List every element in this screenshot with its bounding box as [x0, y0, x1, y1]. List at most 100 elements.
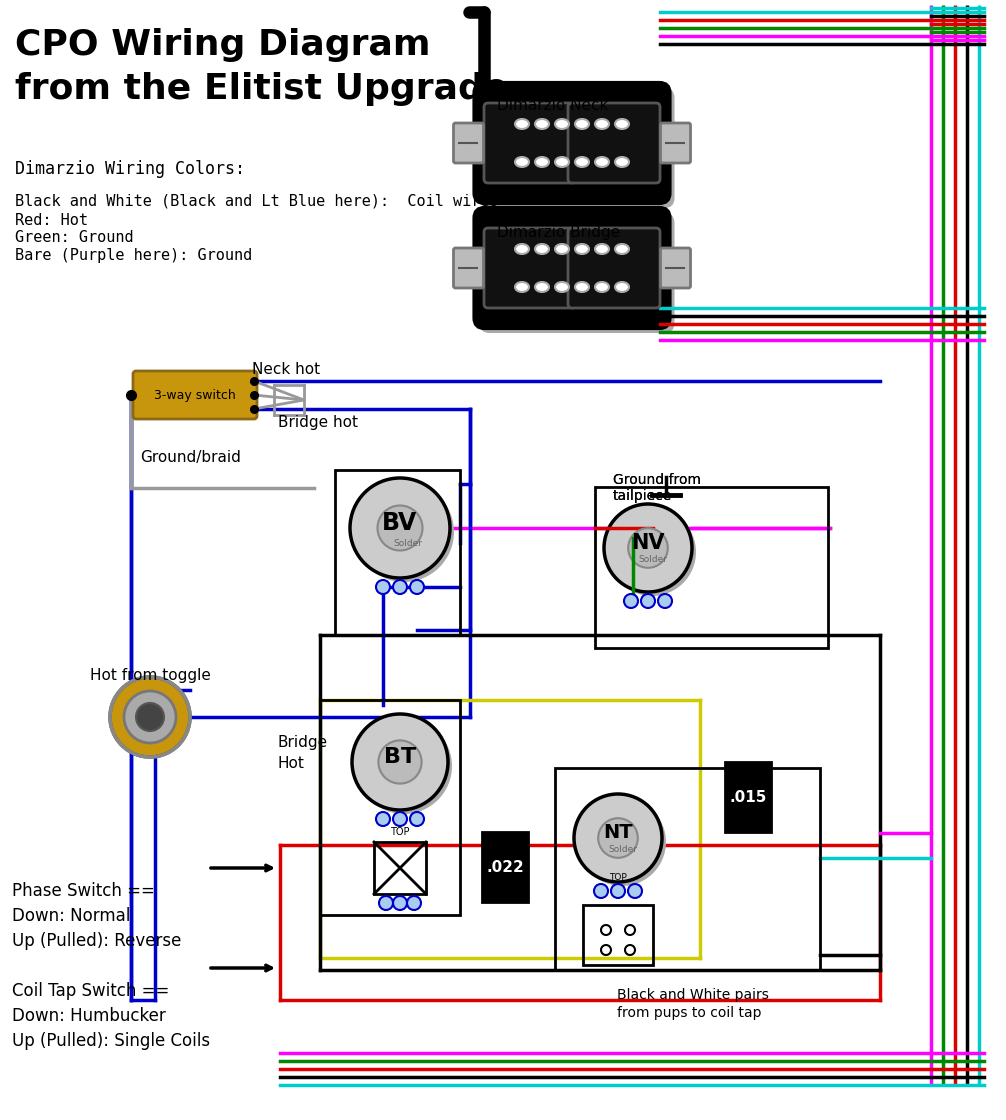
Text: NV: NV	[631, 533, 665, 553]
Text: Ground from
tailpiece: Ground from tailpiece	[613, 473, 701, 503]
Circle shape	[378, 740, 422, 784]
Ellipse shape	[515, 282, 529, 292]
Circle shape	[601, 945, 611, 955]
Ellipse shape	[575, 282, 589, 292]
Circle shape	[641, 594, 655, 608]
Text: Black and White (Black and Lt Blue here):  Coil wires: Black and White (Black and Lt Blue here)…	[15, 193, 499, 208]
Ellipse shape	[515, 119, 529, 129]
Ellipse shape	[535, 282, 549, 292]
Text: Dimarzio Neck: Dimarzio Neck	[497, 99, 609, 113]
Ellipse shape	[615, 244, 629, 254]
Circle shape	[625, 925, 635, 935]
Text: .015: .015	[729, 790, 767, 804]
Circle shape	[658, 594, 672, 608]
Text: TOP: TOP	[390, 827, 409, 837]
Text: .022: .022	[486, 859, 524, 875]
FancyBboxPatch shape	[484, 228, 576, 308]
Circle shape	[393, 812, 407, 827]
Ellipse shape	[595, 119, 609, 129]
Text: Ground from
tailpiece: Ground from tailpiece	[613, 473, 701, 503]
Ellipse shape	[615, 282, 629, 292]
Ellipse shape	[595, 282, 609, 292]
Text: Red: Hot: Red: Hot	[15, 213, 88, 228]
Circle shape	[356, 718, 452, 814]
Ellipse shape	[575, 157, 589, 167]
Ellipse shape	[595, 244, 609, 254]
FancyBboxPatch shape	[480, 88, 674, 208]
FancyBboxPatch shape	[661, 123, 690, 164]
Circle shape	[574, 794, 662, 883]
Bar	[555, 768, 820, 970]
Circle shape	[608, 508, 696, 596]
Ellipse shape	[615, 119, 629, 129]
Bar	[595, 487, 828, 648]
Circle shape	[352, 715, 448, 810]
Text: from the Elitist Upgrade: from the Elitist Upgrade	[15, 72, 508, 106]
Text: BV: BV	[382, 511, 417, 535]
Ellipse shape	[575, 119, 589, 129]
FancyBboxPatch shape	[568, 103, 660, 183]
Ellipse shape	[555, 244, 569, 254]
Ellipse shape	[515, 244, 529, 254]
Text: Solder: Solder	[639, 556, 668, 564]
Circle shape	[594, 884, 608, 898]
Circle shape	[628, 884, 642, 898]
Circle shape	[611, 884, 625, 898]
Text: Ground/braid: Ground/braid	[140, 450, 240, 465]
Ellipse shape	[555, 119, 569, 129]
Ellipse shape	[555, 282, 569, 292]
Text: Green: Ground: Green: Ground	[15, 230, 134, 245]
Text: Coil Tap Switch ==
Down: Humbucker
Up (Pulled): Single Coils: Coil Tap Switch == Down: Humbucker Up (P…	[12, 982, 210, 1051]
Circle shape	[110, 676, 190, 757]
FancyBboxPatch shape	[484, 103, 576, 183]
Text: Phase Switch ==
Down: Normal
Up (Pulled): Reverse: Phase Switch == Down: Normal Up (Pulled)…	[12, 883, 181, 950]
FancyBboxPatch shape	[133, 371, 257, 419]
Ellipse shape	[535, 157, 549, 167]
Text: BT: BT	[384, 747, 416, 767]
Circle shape	[625, 945, 635, 955]
Circle shape	[377, 505, 423, 551]
Text: Bridge
Hot: Bridge Hot	[278, 735, 328, 771]
Circle shape	[628, 529, 668, 568]
Text: 3-way switch: 3-way switch	[154, 389, 235, 401]
Ellipse shape	[555, 157, 569, 167]
Circle shape	[601, 925, 611, 935]
Circle shape	[410, 580, 424, 594]
Text: Black and White pairs
from pups to coil tap: Black and White pairs from pups to coil …	[617, 988, 769, 1020]
Text: Hot from toggle: Hot from toggle	[90, 668, 211, 683]
FancyBboxPatch shape	[475, 208, 670, 328]
Circle shape	[379, 896, 393, 909]
Ellipse shape	[515, 157, 529, 167]
Text: Dimarzio Wiring Colors:: Dimarzio Wiring Colors:	[15, 160, 245, 178]
Circle shape	[604, 504, 692, 592]
FancyBboxPatch shape	[568, 228, 660, 308]
Circle shape	[599, 819, 638, 858]
Bar	[583, 905, 653, 965]
Ellipse shape	[535, 244, 549, 254]
Bar	[482, 832, 528, 902]
Circle shape	[393, 896, 407, 909]
Text: Neck hot: Neck hot	[252, 362, 320, 377]
Ellipse shape	[615, 157, 629, 167]
FancyBboxPatch shape	[661, 248, 690, 288]
Bar	[374, 842, 426, 894]
Circle shape	[578, 797, 666, 886]
Circle shape	[393, 580, 407, 594]
Ellipse shape	[575, 244, 589, 254]
Text: Solder: Solder	[609, 846, 638, 855]
Circle shape	[354, 482, 454, 582]
FancyBboxPatch shape	[475, 83, 670, 203]
Circle shape	[136, 703, 164, 731]
Circle shape	[376, 812, 390, 827]
Text: TOP: TOP	[609, 872, 627, 881]
Circle shape	[407, 896, 421, 909]
Text: Dimarzio Bridge: Dimarzio Bridge	[497, 225, 621, 240]
Bar	[335, 470, 460, 635]
Ellipse shape	[595, 157, 609, 167]
Circle shape	[410, 812, 424, 827]
Bar	[320, 700, 460, 915]
FancyBboxPatch shape	[454, 248, 484, 288]
Ellipse shape	[535, 119, 549, 129]
Text: Bridge hot: Bridge hot	[278, 416, 358, 430]
Text: Bare (Purple here): Ground: Bare (Purple here): Ground	[15, 248, 253, 263]
